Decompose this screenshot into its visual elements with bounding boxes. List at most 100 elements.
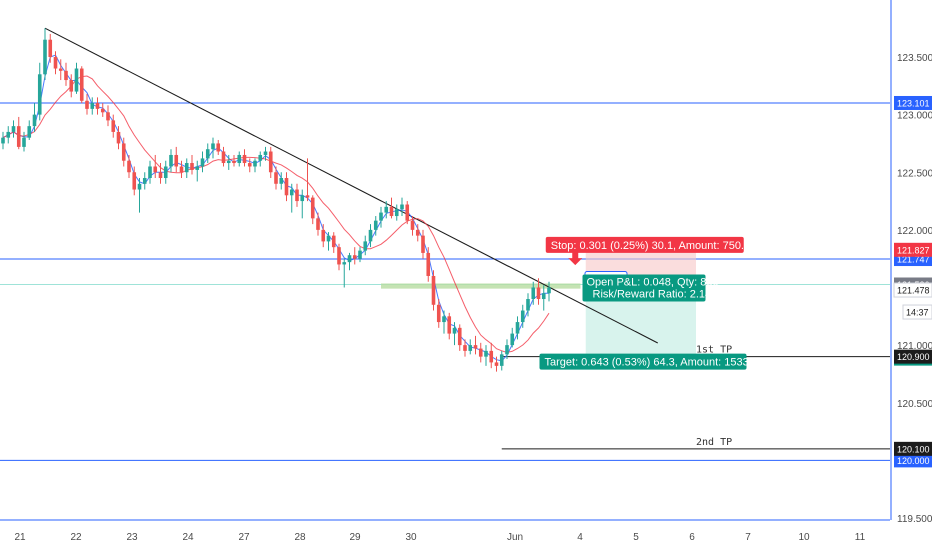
- candle-body: [331, 235, 336, 248]
- level-tag-1-label: 121.747: [897, 255, 930, 265]
- pnl-box: [582, 274, 706, 302]
- x-tick-label: 5: [633, 532, 639, 543]
- candle-body: [499, 354, 504, 366]
- candles: [1, 28, 551, 372]
- level-tag-0-bg: [894, 95, 932, 110]
- y-tick-label: 123.500: [897, 53, 932, 64]
- candle-body: [127, 160, 131, 173]
- candle-body: [426, 252, 431, 276]
- candle-body: [64, 70, 68, 81]
- x-tick-label: 27: [238, 532, 250, 543]
- y-tick-label: 122.500: [897, 168, 932, 179]
- candle-body: [263, 151, 268, 155]
- tp-label-1: 2nd TP: [696, 437, 732, 448]
- candle-body: [137, 183, 142, 190]
- candle-body: [242, 154, 247, 164]
- candle-body: [158, 172, 163, 179]
- candle-body: [541, 293, 546, 300]
- horizontal-levels: [0, 102, 890, 461]
- y-tick-label: 120.500: [897, 399, 932, 410]
- candle-body: [121, 143, 126, 161]
- axis-background: [891, 0, 932, 550]
- candle-body: [347, 255, 352, 263]
- candle-body: [368, 229, 373, 242]
- x-tick-label: 24: [182, 532, 194, 543]
- candle-body: [515, 322, 520, 334]
- candle-body: [400, 204, 404, 210]
- price-tag-0-label: 121.827: [897, 245, 930, 255]
- candle-body: [11, 126, 16, 132]
- candle-body: [305, 195, 310, 198]
- candle-body: [32, 114, 37, 127]
- candle-body: [190, 163, 194, 170]
- countdown-bg: [902, 304, 932, 320]
- pnl-text: Open P&L: 0.048, Qty: 830: [587, 277, 719, 289]
- candle-body: [43, 39, 47, 75]
- x-tick-label: 30: [405, 532, 417, 543]
- candle-body: [520, 310, 525, 323]
- candle-body: [253, 160, 257, 167]
- candle-body: [100, 108, 105, 113]
- x-tick-label: 7: [745, 532, 751, 543]
- candle-body: [85, 100, 89, 109]
- candle-body: [342, 262, 347, 265]
- candle-body: [163, 166, 168, 179]
- tp-tag-0-label: 120.900: [897, 352, 930, 362]
- candle-body: [505, 345, 509, 355]
- level-tag-2-bg: [894, 453, 932, 468]
- x-tick-label: 23: [126, 532, 138, 543]
- candle-body: [184, 163, 189, 173]
- y-tick-label: 121.000: [897, 341, 932, 352]
- candle-body: [379, 212, 383, 221]
- candle-body: [6, 131, 11, 138]
- candle-body: [37, 74, 42, 115]
- candle-body: [48, 39, 53, 57]
- price-tag-0-bg: [894, 242, 932, 257]
- candle-body: [148, 166, 152, 179]
- candle-body: [478, 348, 483, 357]
- candle-body: [468, 345, 473, 351]
- candle-body: [316, 218, 320, 230]
- target-box: [539, 353, 747, 370]
- candle-body: [195, 166, 200, 170]
- candle-body: [216, 143, 221, 152]
- candle-body: [279, 178, 284, 184]
- candle-body: [284, 178, 289, 196]
- candle-body: [310, 197, 315, 219]
- candle-body: [300, 195, 305, 202]
- candle-body: [27, 126, 32, 138]
- x-tick-label: 4: [577, 532, 583, 543]
- candle-body: [74, 68, 79, 92]
- candle-body: [452, 327, 457, 334]
- time-axis[interactable]: 21 22 23 24 27 28 29 30 Jun 4 5 6 7 10 11: [0, 519, 890, 543]
- candle-body: [510, 333, 515, 346]
- x-tick-label: Jun: [507, 532, 523, 543]
- candle-body: [179, 166, 184, 173]
- countdown-label: 14:37: [906, 308, 929, 318]
- trendline: [44, 27, 659, 344]
- x-tick-label: 21: [14, 532, 26, 543]
- candle-body: [289, 189, 294, 196]
- candle-body: [337, 247, 341, 265]
- candle-body: [363, 241, 368, 251]
- candle-body: [457, 327, 462, 346]
- candle-body: [221, 151, 226, 164]
- candle-body: [153, 166, 158, 173]
- price-axis[interactable]: 119.500120.000120.500121.000121.500122.0…: [890, 0, 932, 550]
- candle-body: [232, 160, 236, 164]
- x-tick-label: 28: [294, 532, 306, 543]
- candle-body: [431, 275, 436, 305]
- candle-body: [58, 68, 63, 71]
- x-tick-label: 22: [70, 532, 82, 543]
- candle-body: [321, 229, 326, 242]
- support-zone: [381, 283, 581, 289]
- y-tick-label: 122.000: [897, 226, 932, 237]
- candle-body: [384, 206, 389, 213]
- candle-body: [142, 178, 147, 184]
- candle-body: [268, 151, 273, 173]
- candle-body: [111, 120, 116, 132]
- x-tick-label: 10: [798, 532, 810, 543]
- candle-body: [373, 220, 378, 230]
- candle-body: [132, 172, 137, 190]
